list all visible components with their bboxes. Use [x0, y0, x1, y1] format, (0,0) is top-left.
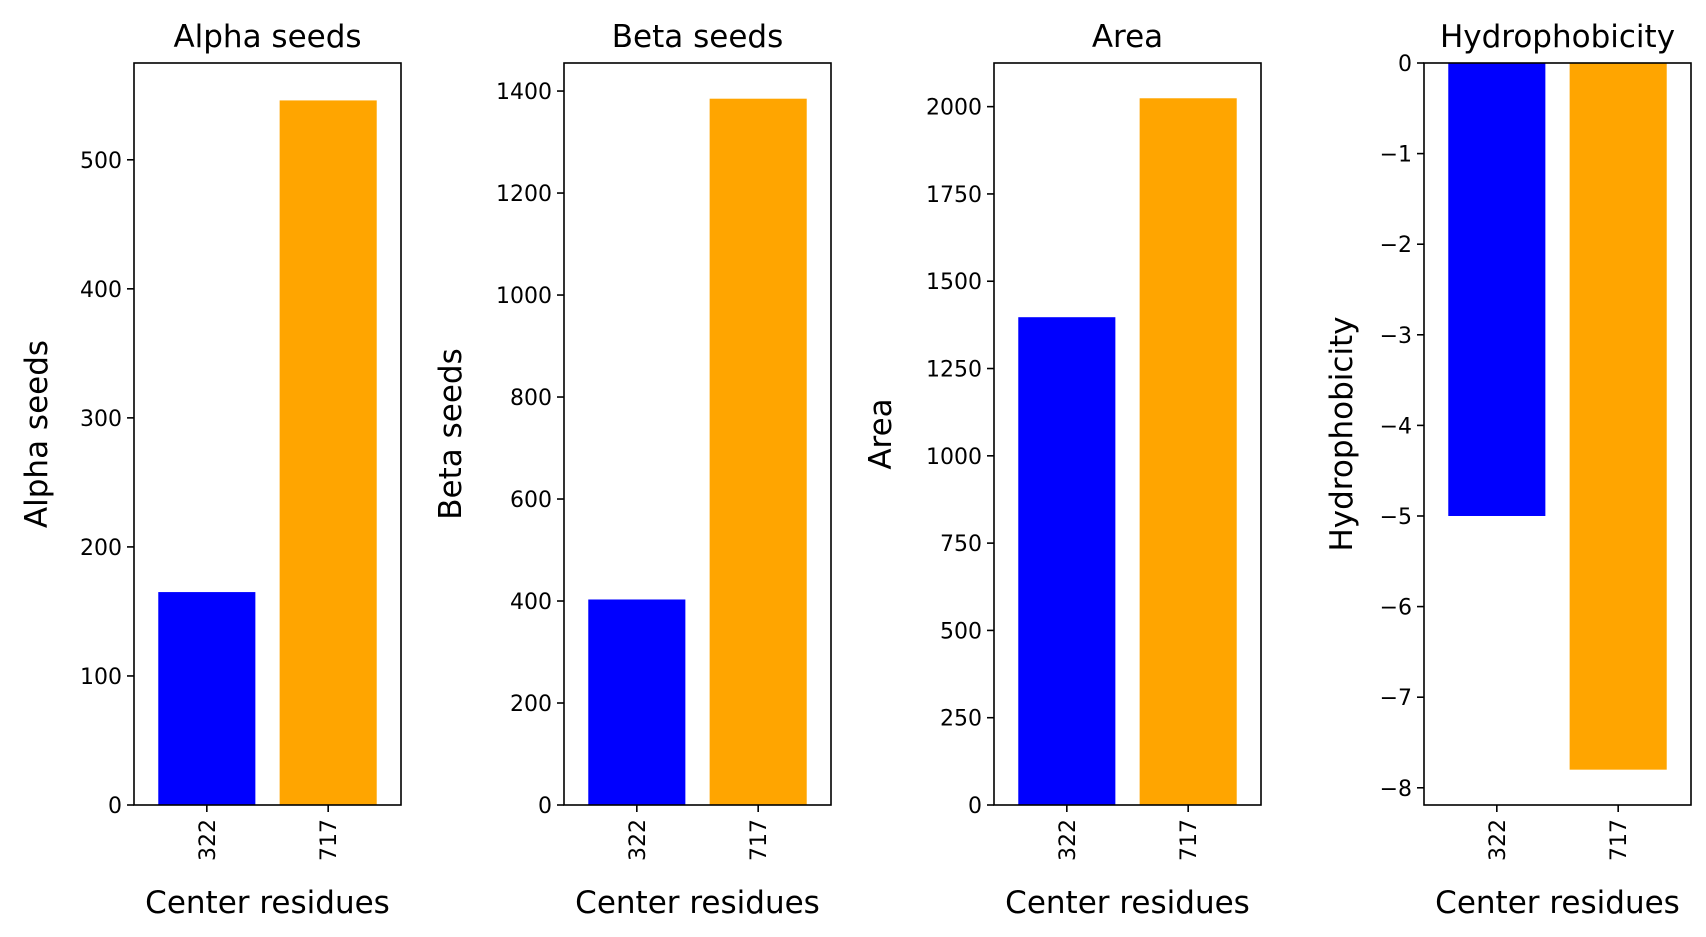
bar-717 [279, 100, 377, 805]
y-tick-label: −1 [1380, 143, 1412, 168]
panel-4: −8 −7 −6 −5 −4 −3 −2 −1 0 322 717 Hydrophobicity Cen… [1324, 19, 1692, 921]
x-axis-label: Center residues [145, 885, 390, 921]
y-axis-label: Hydrophobicity [1324, 316, 1360, 551]
x-tick-label: 717 [747, 819, 772, 861]
y-tick-label: 1250 [926, 358, 982, 383]
panel-3: 0 250 500 750 1000 1250 1500 1750 2000 322 717 Area… [863, 19, 1262, 921]
x-tick-label: 322 [626, 819, 651, 861]
bar-717 [1139, 98, 1237, 805]
y-tick-label: −6 [1380, 596, 1412, 621]
y-tick-label: −4 [1380, 414, 1412, 439]
y-tick-label: 750 [940, 532, 982, 557]
axes-frame [993, 62, 1262, 806]
y-axis-label: Beta seeds [433, 348, 469, 519]
y-tick-label: 1200 [496, 182, 552, 207]
y-tick-label: 200 [80, 536, 122, 561]
y-tick-label: 0 [1398, 52, 1412, 77]
y-tick-label: 1500 [926, 270, 982, 295]
y-tick-label: 500 [940, 619, 982, 644]
y-tick-label: 1000 [496, 284, 552, 309]
y-tick-label: 0 [538, 794, 552, 819]
x-axis-label: Center residues [1435, 885, 1680, 921]
x-tick-label: 717 [317, 819, 342, 861]
x-tick-label: 717 [1607, 819, 1632, 861]
y-tick-label: 500 [80, 149, 122, 174]
y-tick-label: 800 [510, 386, 552, 411]
x-tick-label: 322 [196, 819, 221, 861]
bar-322 [158, 592, 256, 805]
y-tick-label: 1400 [496, 80, 552, 105]
y-tick-label: 250 [940, 707, 982, 732]
x-axis-label: Center residues [1005, 885, 1250, 921]
chart-title: Hydrophobicity [1440, 19, 1675, 55]
y-tick-label: −5 [1380, 505, 1412, 530]
y-tick-label: 0 [968, 794, 982, 819]
y-tick-label: 1750 [926, 183, 982, 208]
bar-717 [709, 98, 807, 806]
y-axis-label: Alpha seeds [19, 340, 55, 528]
axes-frame [1423, 62, 1692, 806]
bar-717 [1569, 63, 1667, 770]
y-tick-label: 400 [510, 590, 552, 615]
y-tick-label: −3 [1380, 324, 1412, 349]
bar-322 [1448, 63, 1546, 516]
panel-1: 0 100 200 300 400 500 322 717 Alpha seeds Center … [19, 19, 402, 921]
bar-322 [588, 599, 686, 805]
y-tick-label: −8 [1380, 777, 1412, 802]
x-tick-label: 717 [1177, 819, 1202, 861]
y-tick-label: 100 [80, 665, 122, 690]
y-tick-label: 600 [510, 488, 552, 513]
y-tick-label: −7 [1380, 686, 1412, 711]
y-axis-label: Area [863, 398, 899, 469]
x-tick-label: 322 [1486, 819, 1511, 861]
chart-title: Area [1092, 19, 1163, 55]
y-tick-label: 400 [80, 278, 122, 303]
chart-title: Alpha seeds [173, 19, 361, 55]
axes-frame [133, 62, 402, 806]
panel-2: 0 200 400 600 800 1000 1200 1400 322 717 Beta seed… [433, 19, 832, 921]
chart-title: Beta seeds [612, 19, 783, 55]
x-tick-label: 322 [1056, 819, 1081, 861]
y-tick-label: 0 [108, 794, 122, 819]
y-tick-label: 300 [80, 407, 122, 432]
y-tick-label: 1000 [926, 445, 982, 470]
y-tick-label: 2000 [926, 96, 982, 121]
bar-322 [1018, 317, 1116, 805]
y-tick-label: −2 [1380, 233, 1412, 258]
y-tick-label: 200 [510, 692, 552, 717]
axes-frame [563, 62, 832, 806]
x-axis-label: Center residues [575, 885, 820, 921]
